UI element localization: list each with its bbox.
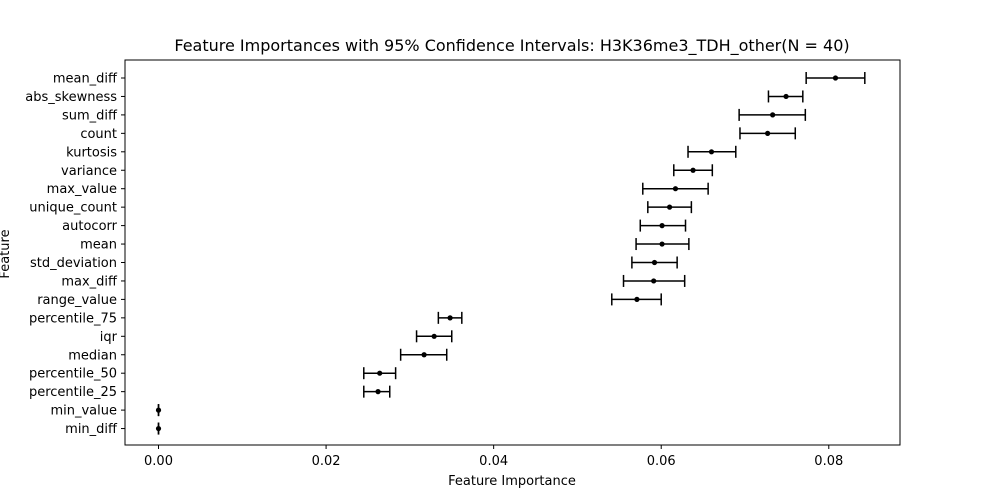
y-axis-label: Feature (0, 229, 13, 278)
importance-point (421, 352, 427, 358)
x-tick-label: 0.06 (647, 454, 676, 469)
y-tick-label: abs_skewness (25, 90, 117, 105)
x-tick-label: 0.02 (312, 454, 341, 469)
y-tick-label: unique_count (29, 201, 117, 216)
importance-point (672, 186, 679, 192)
importance-point (708, 149, 715, 155)
y-tick-label: kurtosis (66, 145, 117, 160)
importance-point (783, 93, 789, 100)
y-tick-label: variance (61, 164, 117, 179)
y-tick-label: autocorr (62, 219, 117, 234)
y-tick-label: max_value (47, 182, 117, 197)
y-tick-label: median (68, 348, 117, 363)
y-tick-label: range_value (37, 293, 117, 308)
importance-point (447, 315, 453, 321)
importance-point (666, 204, 673, 210)
importance-point (155, 425, 162, 432)
importance-point (155, 407, 162, 413)
importance-point (659, 223, 665, 229)
importance-point (832, 75, 839, 81)
y-tick-label: std_deviation (30, 256, 117, 271)
y-tick-label: percentile_75 (29, 311, 117, 326)
importance-point (634, 296, 640, 302)
x-axis-label: Feature Importance (448, 474, 576, 489)
importance-point (375, 389, 381, 395)
y-tick-label: sum_diff (62, 108, 118, 123)
x-tick-label: 0.04 (479, 454, 508, 469)
plot-area: 0.00 0.02 0.04 0.06 0.08 mean_diff abs_skewnes… (25, 59, 901, 469)
plot-frame (124, 59, 901, 446)
y-tick-label: min_value (50, 404, 117, 419)
importance-point (651, 278, 657, 284)
y-tick-label: max_diff (61, 274, 118, 289)
y-tick-label: mean_diff (53, 72, 118, 87)
importance-point (431, 333, 437, 339)
importance-point (770, 112, 776, 118)
y-tick-label: percentile_50 (29, 367, 117, 382)
importance-point (659, 241, 665, 247)
importance-point (690, 167, 696, 173)
importance-point (765, 130, 771, 136)
y-tick-label: mean (80, 238, 117, 253)
importance-point (651, 259, 658, 266)
y-tick-label: count (80, 127, 117, 142)
importance-point (377, 370, 383, 376)
x-tick-label: 0.00 (144, 454, 173, 469)
y-tick-label: min_diff (65, 422, 118, 437)
x-tick-label: 0.08 (814, 454, 843, 469)
chart-title: Feature Importances with 95% Confidence … (174, 36, 849, 56)
y-tick-label: iqr (100, 330, 118, 345)
y-tick-label: percentile_25 (29, 385, 117, 400)
